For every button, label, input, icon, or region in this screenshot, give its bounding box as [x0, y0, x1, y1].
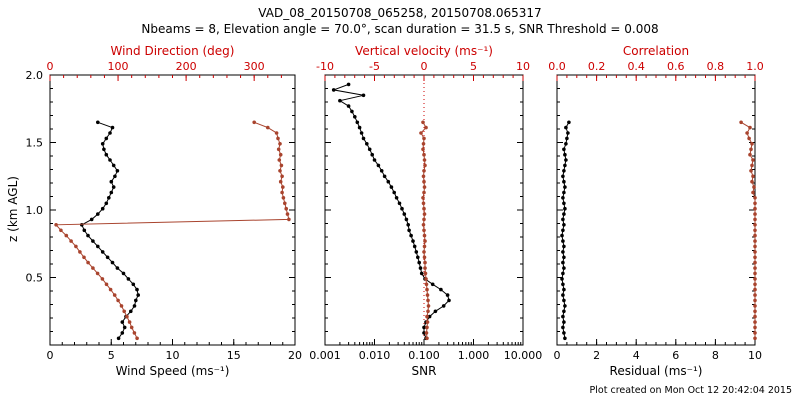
- svg-text:0: 0: [421, 60, 428, 73]
- svg-text:0.010: 0.010: [359, 349, 391, 362]
- svg-text:10.000: 10.000: [504, 349, 543, 362]
- plot-title: VAD_08_20150708_065258, 20150708.065317: [258, 6, 542, 20]
- svg-text:2: 2: [593, 349, 600, 362]
- svg-text:5: 5: [470, 60, 477, 73]
- svg-text:0.2: 0.2: [588, 60, 606, 73]
- svg-text:10: 10: [166, 349, 180, 362]
- svg-text:15: 15: [227, 349, 241, 362]
- svg-text:-10: -10: [316, 60, 334, 73]
- svg-text:5: 5: [108, 349, 115, 362]
- correlation-axis-label: Correlation: [622, 44, 690, 58]
- plot-subtitle: Nbeams = 8, Elevation angle = 70.0°, sca…: [141, 22, 659, 36]
- svg-text:300: 300: [244, 60, 265, 73]
- svg-text:0.8: 0.8: [707, 60, 725, 73]
- svg-text:4: 4: [633, 349, 640, 362]
- svg-text:0.001: 0.001: [309, 349, 341, 362]
- residual-axis-label: Residual (ms⁻¹): [609, 364, 703, 378]
- svg-text:1.5: 1.5: [26, 137, 44, 150]
- svg-text:0: 0: [554, 349, 561, 362]
- wind-direction-axis-label: Wind Direction (deg): [110, 44, 235, 58]
- svg-text:8: 8: [712, 349, 719, 362]
- wind-speed-axis-label: Wind Speed (ms⁻¹): [115, 364, 230, 378]
- svg-text:0.100: 0.100: [408, 349, 440, 362]
- svg-text:0: 0: [47, 60, 54, 73]
- svg-text:0.0: 0.0: [548, 60, 566, 73]
- plot-created-timestamp: Plot created on Mon Oct 12 20:42:04 2015: [589, 385, 792, 396]
- svg-text:100: 100: [108, 60, 129, 73]
- vertical-velocity-axis-label: Vertical velocity (ms⁻¹): [355, 44, 493, 58]
- svg-text:0.4: 0.4: [627, 60, 645, 73]
- svg-text:1.0: 1.0: [26, 204, 44, 217]
- svg-text:0.5: 0.5: [26, 272, 44, 285]
- svg-text:200: 200: [176, 60, 197, 73]
- svg-text:1.0: 1.0: [746, 60, 764, 73]
- svg-text:20: 20: [288, 349, 302, 362]
- svg-text:1.000: 1.000: [458, 349, 490, 362]
- svg-text:0.6: 0.6: [667, 60, 685, 73]
- svg-text:0: 0: [47, 349, 54, 362]
- snr-axis-label: SNR: [411, 364, 437, 378]
- svg-text:2.0: 2.0: [26, 69, 44, 82]
- svg-text:10: 10: [748, 349, 762, 362]
- svg-text:-5: -5: [369, 60, 380, 73]
- svg-text:10: 10: [516, 60, 530, 73]
- svg-text:6: 6: [672, 349, 679, 362]
